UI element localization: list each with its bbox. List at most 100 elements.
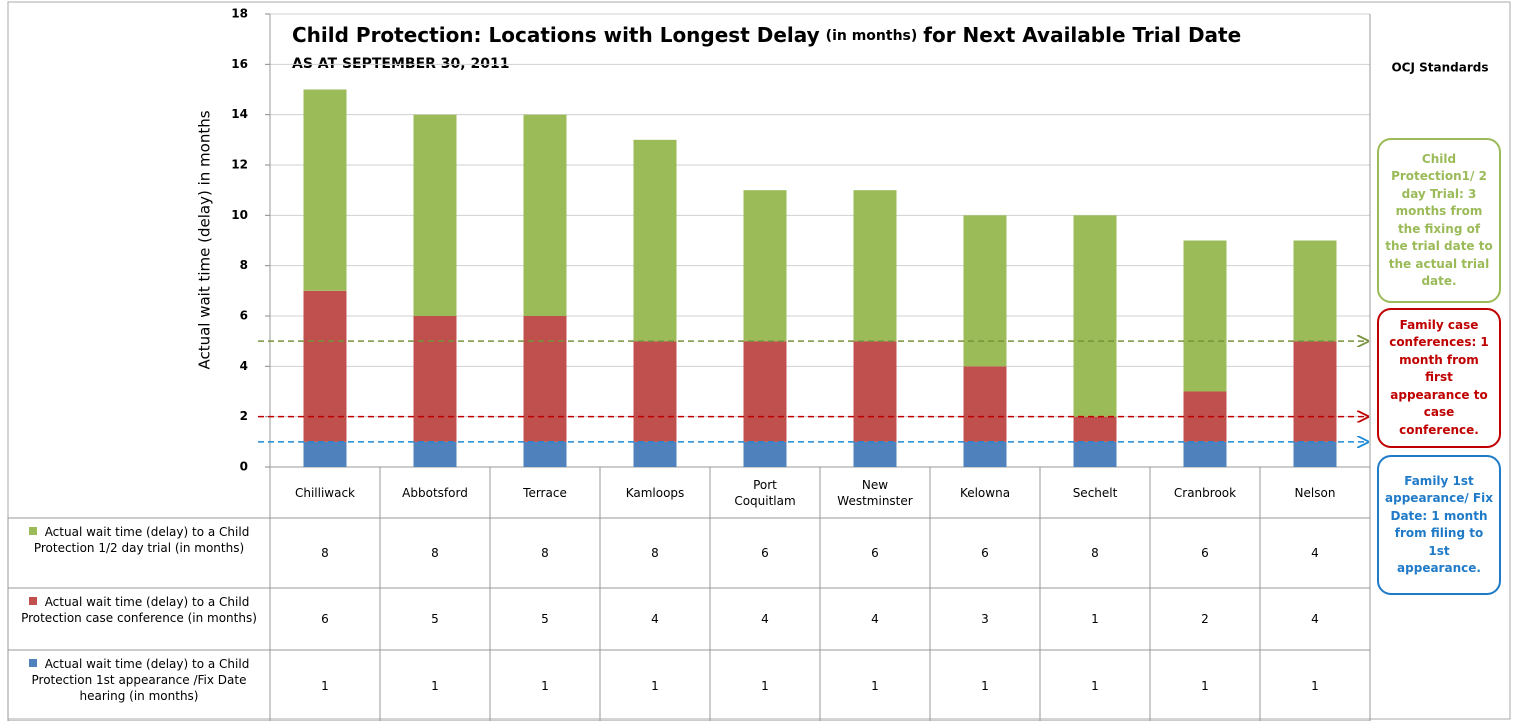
- bar-segment: [413, 441, 457, 467]
- table-value: 5: [431, 612, 439, 626]
- table-value: 4: [1311, 612, 1319, 626]
- table-value: 1: [1311, 678, 1319, 693]
- y-tick-label: 4: [240, 359, 248, 373]
- table-value: 4: [761, 612, 769, 626]
- bar-segment: [303, 290, 347, 442]
- standards-title: OCJ Standards: [1391, 61, 1488, 75]
- bar-segment: [1073, 215, 1117, 417]
- bar-segment: [743, 190, 787, 342]
- title-note: (in months): [826, 28, 918, 44]
- legend-label: Actual wait time (delay) to a Child Prot…: [21, 595, 257, 625]
- table-value: 1: [1091, 612, 1099, 626]
- y-tick-label: 18: [231, 7, 248, 21]
- standard-box: Family 1st appearance/ Fix Date: 1 month…: [1377, 455, 1501, 595]
- bar-segment: [1073, 416, 1117, 442]
- legend-swatch: [28, 527, 37, 535]
- y-tick-label: 12: [231, 158, 248, 172]
- table-value: 8: [1091, 546, 1099, 560]
- bar-segment: [633, 441, 677, 467]
- bar-segment: [1183, 240, 1227, 392]
- table-value: 8: [651, 546, 659, 560]
- bar-segment: [743, 441, 787, 467]
- table-value: 5: [541, 612, 549, 626]
- bar-segment: [523, 441, 567, 467]
- bar-segment: [523, 316, 567, 442]
- bar-segment: [413, 114, 457, 317]
- bar-segment: [1293, 240, 1337, 342]
- bar-segment: [1183, 441, 1227, 467]
- legend-swatch: [28, 659, 37, 667]
- table-value: 1: [651, 678, 659, 693]
- bar-segment: [633, 139, 677, 342]
- legend-label: Actual wait time (delay) to a Child Prot…: [33, 525, 250, 555]
- y-tick-label: 6: [240, 309, 248, 323]
- table-value: 1: [431, 678, 439, 693]
- table-value: 8: [541, 546, 549, 560]
- bar-segment: [303, 441, 347, 467]
- x-tick-label: Chilliwack: [294, 485, 356, 500]
- table-value: 1: [541, 678, 549, 693]
- table-value: 6: [321, 612, 329, 626]
- legend-swatch: [28, 597, 37, 605]
- y-tick-label: 14: [231, 107, 248, 121]
- bar-segment: [963, 441, 1007, 467]
- x-tick-label: Port Coquitlam: [734, 477, 796, 508]
- x-tick-label: Kelowna: [959, 485, 1011, 500]
- bar-segment: [963, 215, 1007, 367]
- table-value: 1: [761, 678, 769, 693]
- x-tick-label: Kamloops: [625, 485, 685, 500]
- bar-segment: [1073, 441, 1117, 467]
- table-value: 6: [871, 546, 879, 560]
- x-tick-label: Sechelt: [1072, 485, 1118, 500]
- table-value: 6: [761, 546, 769, 560]
- y-tick-label: 8: [240, 258, 248, 272]
- table-value: 1: [871, 678, 879, 693]
- title-rest: for Next Available Trial Date: [923, 23, 1241, 47]
- bar-segment: [963, 366, 1007, 442]
- legend-entry: Actual wait time (delay) to a Child Prot…: [8, 588, 270, 650]
- chart-title: Child Protection: Locations with Longest…: [292, 23, 1241, 47]
- legend-label: Actual wait time (delay) to a Child Prot…: [31, 657, 250, 703]
- standard-box: Child Protection1/ 2 day Trial: 3 months…: [1377, 138, 1501, 303]
- table-value: 6: [981, 546, 989, 560]
- x-tick-label: Abbotsford: [402, 485, 468, 500]
- table-value: 8: [431, 546, 439, 560]
- bar-segment: [743, 341, 787, 442]
- table-value: 1: [1201, 678, 1209, 693]
- legend-entry: Actual wait time (delay) to a Child Prot…: [8, 518, 270, 588]
- x-tick-label: Nelson: [1294, 485, 1336, 500]
- standard-box: Family case conferences: 1 month from fi…: [1377, 308, 1501, 448]
- x-tick-label: Terrace: [523, 485, 567, 500]
- bar-segment: [633, 341, 677, 442]
- x-tick-label: New Westminster: [837, 477, 913, 508]
- bar-segment: [413, 316, 457, 442]
- bar-segment: [523, 114, 567, 317]
- legend-entry: Actual wait time (delay) to a Child Prot…: [8, 650, 270, 721]
- x-tick-label: Cranbrook: [1173, 485, 1237, 500]
- bar-segment: [853, 441, 897, 467]
- table-value: 8: [321, 546, 329, 560]
- table-value: 2: [1201, 612, 1209, 626]
- table-value: 1: [1091, 678, 1099, 693]
- table-value: 4: [871, 612, 879, 626]
- title-main: Child Protection: Locations with Longest…: [292, 23, 820, 47]
- y-tick-label: 10: [231, 208, 248, 222]
- y-tick-label: 2: [240, 409, 248, 423]
- table-value: 3: [981, 612, 989, 626]
- bar-segment: [853, 190, 897, 342]
- frame: [7, 1, 1511, 720]
- bar-segment: [1293, 341, 1337, 442]
- table-value: 4: [1311, 546, 1319, 560]
- table-value: 1: [321, 678, 329, 693]
- y-tick-label: 0: [240, 460, 248, 474]
- table-value: 6: [1201, 546, 1209, 560]
- bar-segment: [1293, 441, 1337, 467]
- bar-segment: [303, 89, 347, 291]
- table-value: 1: [981, 678, 989, 693]
- y-axis-label: Actual wait time (delay) in months: [196, 110, 214, 369]
- table-value: 4: [651, 612, 659, 626]
- bar-segment: [853, 341, 897, 442]
- y-tick-label: 16: [231, 57, 248, 71]
